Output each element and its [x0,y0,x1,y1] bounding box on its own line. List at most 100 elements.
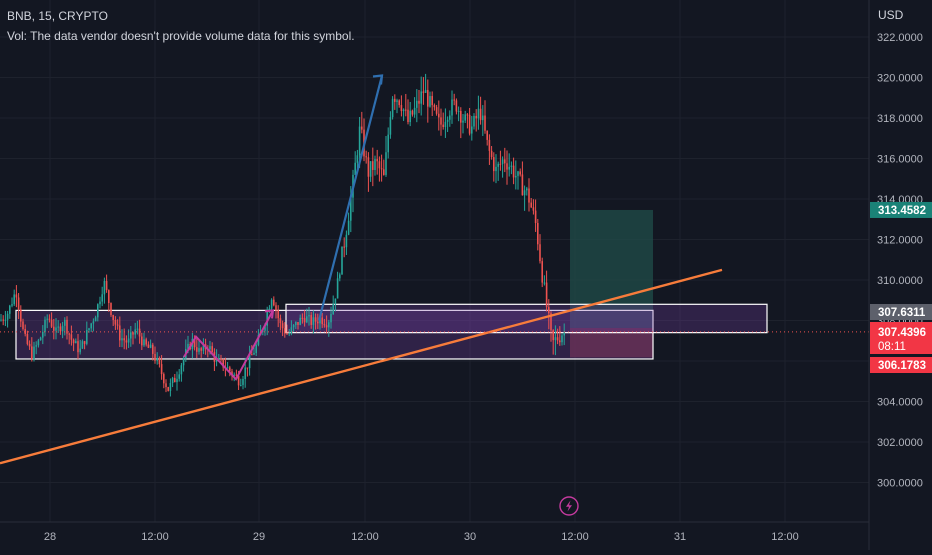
candle-body [255,344,257,353]
candle-body [112,315,114,320]
candle-body [231,371,233,376]
candle-body [457,110,460,112]
candle-body [11,304,13,306]
candle-body [94,317,97,322]
candle-body [182,358,185,366]
candle-body [422,91,425,93]
stop-loss-badge-bg [870,357,932,373]
candle-body [413,107,416,115]
symbol-legend[interactable]: BNB, 15, CRYPTO [7,9,108,23]
candle-body [394,98,396,102]
candle-body [444,121,447,127]
candle-body [24,328,26,335]
candle-body [70,334,73,340]
candle-body [380,168,383,170]
price-tick-label: 312.0000 [877,235,923,247]
candle-body [306,316,308,323]
candle-body [2,319,4,321]
candle-body [90,323,92,329]
candle-body [350,197,352,221]
candle-body [55,327,57,331]
candle-body [442,124,444,127]
candle-body [158,358,161,365]
candle-body [165,383,167,388]
candle-body [180,365,183,375]
candle-body [97,304,99,318]
candle-body [13,294,15,305]
candle-body [541,261,543,283]
candle-body [15,294,18,298]
candle-body [246,367,249,369]
candle-body [290,327,293,334]
candle-body [114,319,117,325]
candle-body [550,313,552,331]
currency-label: USD [878,8,904,22]
candle-body [435,107,438,114]
candle-body [391,98,394,118]
candle-body [501,159,504,164]
candle-body [365,156,367,158]
candle-body [534,210,537,224]
candle-body [548,306,550,314]
candle-body [376,159,378,162]
candle-body [532,207,535,211]
candle-body [233,374,235,376]
candle-body [218,358,220,360]
candle-body [528,188,530,203]
arrow-blue-head [372,74,384,85]
candle-body [398,100,400,106]
candle-body [0,319,2,321]
current-price-badge-bg [870,322,932,354]
candle-body [356,155,359,163]
candle-body [17,297,20,310]
candle-body [490,150,493,158]
candle-body [354,162,356,175]
candle-body [266,312,268,326]
candle-body [440,117,442,125]
candle-body [35,345,37,347]
candle-body [336,278,339,299]
candle-body [26,334,29,344]
candle-body [61,325,64,332]
lightning-icon[interactable] [559,496,579,516]
candle-body [138,328,141,337]
candle-body [328,322,330,328]
candle-body [220,358,222,360]
candle-body [125,340,128,343]
time-tick-label: 29 [253,531,265,543]
candle-body [240,384,242,386]
candle-body [121,338,123,341]
candle-body [83,341,86,344]
candle-body [552,330,554,341]
candle-body [237,375,240,386]
candle-body [405,109,407,111]
candle-body [519,171,521,175]
price-tick-label: 316.0000 [877,154,923,166]
candle-body [312,317,315,325]
candle-body [429,96,431,107]
candle-body [171,377,174,384]
candle-body [66,319,68,334]
candle-body [512,165,515,178]
candle-body [105,280,108,291]
candle-body [515,175,517,178]
candle-body [299,317,301,325]
candle-body [6,313,9,320]
candle-body [321,317,323,325]
candle-body [396,100,398,102]
candle-body [411,110,414,115]
candle-body [167,387,169,391]
candle-body [446,119,449,122]
candle-body [545,282,548,307]
candle-body [473,115,475,127]
candle-body [284,328,286,334]
candle-body [242,379,244,385]
candle-body [132,332,134,335]
candle-body [361,126,363,130]
candle-body [526,188,528,191]
candle-body [431,96,433,106]
price-tick-label: 302.0000 [877,437,923,449]
stop-loss-badge: 306.1783 [878,360,926,372]
